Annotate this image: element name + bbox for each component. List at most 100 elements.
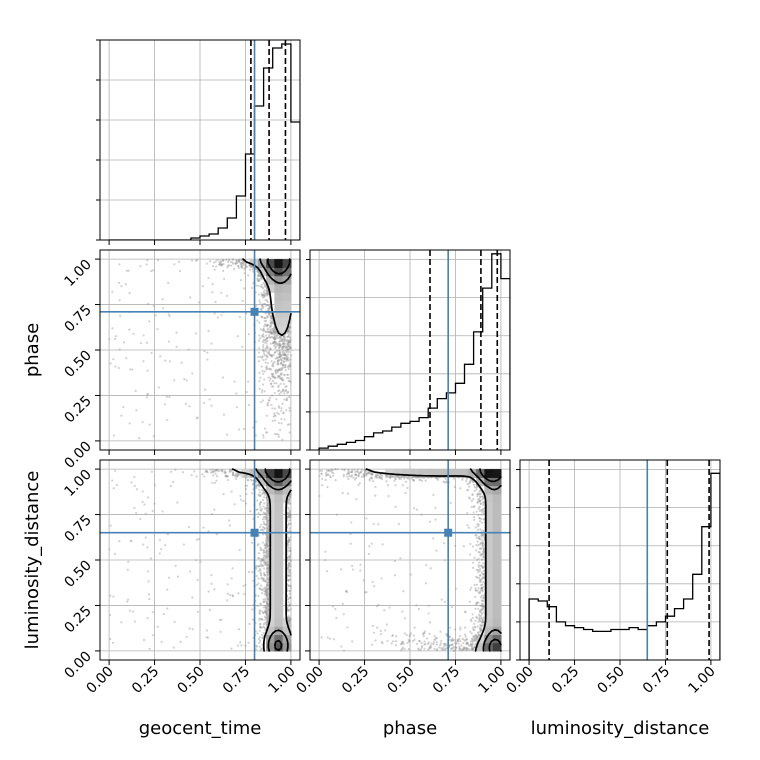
scatter-point <box>281 438 284 441</box>
scatter-point <box>266 346 269 349</box>
scatter-point <box>394 484 397 487</box>
scatter-point <box>273 407 277 410</box>
scatter-point <box>197 301 201 304</box>
scatter-point <box>477 535 481 538</box>
scatter-point <box>400 642 403 646</box>
scatter-point <box>279 373 283 376</box>
scatter-point <box>449 501 452 504</box>
histogram-bin <box>255 106 264 240</box>
scatter-point <box>114 335 117 338</box>
scatter-point <box>471 480 475 483</box>
scatter-point <box>287 598 290 601</box>
scatter-point <box>288 340 291 343</box>
scatter-point <box>480 612 484 615</box>
scatter-point <box>266 566 269 570</box>
scatter-point <box>265 601 269 604</box>
scatter-point <box>470 638 474 642</box>
scatter-point <box>482 576 485 580</box>
scatter-point <box>286 330 289 333</box>
scatter-point <box>227 259 230 262</box>
scatter-point <box>259 494 262 498</box>
scatter-point <box>429 644 432 647</box>
scatter-point <box>380 640 383 644</box>
histogram-bin <box>209 234 218 240</box>
scatter-point <box>283 357 286 361</box>
x-tick-label: 1.00 <box>685 664 718 697</box>
scatter-point <box>264 605 267 608</box>
scatter-point <box>214 260 217 263</box>
scatter-point <box>479 630 482 633</box>
scatter-point <box>236 474 239 477</box>
scatter-point <box>437 476 440 479</box>
scatter-point <box>276 363 279 366</box>
scatter-point <box>480 599 483 602</box>
scatter-point <box>264 555 267 558</box>
density-cell <box>492 593 502 602</box>
scatter-point <box>113 337 117 340</box>
scatter-point <box>247 333 251 336</box>
scatter-point <box>471 648 474 652</box>
scatter-point <box>422 634 425 638</box>
scatter-point <box>263 294 266 297</box>
scatter-point <box>266 294 269 297</box>
density-cell <box>492 485 502 495</box>
scatter-point <box>241 266 244 269</box>
scatter-point <box>265 496 268 499</box>
scatter-point <box>268 396 272 399</box>
density-cell <box>282 626 292 635</box>
scatter-point <box>144 536 147 539</box>
scatter-point <box>347 472 351 476</box>
scatter-point <box>350 468 354 471</box>
scatter-point <box>279 367 282 370</box>
scatter-point <box>403 617 407 620</box>
scatter-point <box>130 481 133 484</box>
scatter-point <box>266 506 269 510</box>
scatter-point <box>272 342 275 345</box>
scatter-point <box>463 610 467 613</box>
density-cell <box>492 477 502 487</box>
scatter-point <box>258 485 261 488</box>
scatter-point <box>481 576 484 579</box>
scatter-point <box>286 398 289 402</box>
scatter-point <box>271 327 274 331</box>
scatter-point <box>422 632 425 635</box>
density-fill-layer <box>241 259 502 652</box>
density-cell <box>484 617 494 627</box>
scatter-point <box>262 328 266 331</box>
scatter-point <box>359 471 363 474</box>
scatter-point <box>482 616 486 619</box>
scatter-point <box>264 294 267 297</box>
scatter-point <box>199 560 202 563</box>
scatter-point <box>342 649 346 652</box>
scatter-point <box>418 479 421 482</box>
scatter-point <box>284 345 287 348</box>
scatter-point <box>415 642 419 646</box>
scatter-point <box>289 326 292 329</box>
scatter-point <box>258 334 261 337</box>
scatter-point <box>259 400 263 404</box>
scatter-point <box>385 623 389 626</box>
scatter-point <box>259 548 262 552</box>
histogram-bin <box>401 423 410 450</box>
scatter-point <box>182 543 186 546</box>
scatter-point <box>220 264 223 267</box>
scatter-point <box>263 283 266 286</box>
density-cell <box>266 493 275 503</box>
scatter-point <box>258 278 261 281</box>
scatter-point <box>476 492 479 495</box>
scatter-point <box>328 469 331 472</box>
scatter-point <box>231 258 235 261</box>
scatter-point <box>258 641 261 645</box>
scatter-point <box>169 484 172 488</box>
scatter-point <box>272 336 275 339</box>
scatter-point <box>276 337 279 340</box>
scatter-point <box>266 533 269 537</box>
scatter-point <box>221 259 224 263</box>
scatter-point <box>157 386 160 389</box>
scatter-point <box>428 621 432 624</box>
scatter-point <box>454 587 458 590</box>
density-cell <box>274 308 284 318</box>
scatter-point <box>257 512 260 515</box>
scatter-point <box>283 353 287 357</box>
scatter-point <box>466 512 469 515</box>
